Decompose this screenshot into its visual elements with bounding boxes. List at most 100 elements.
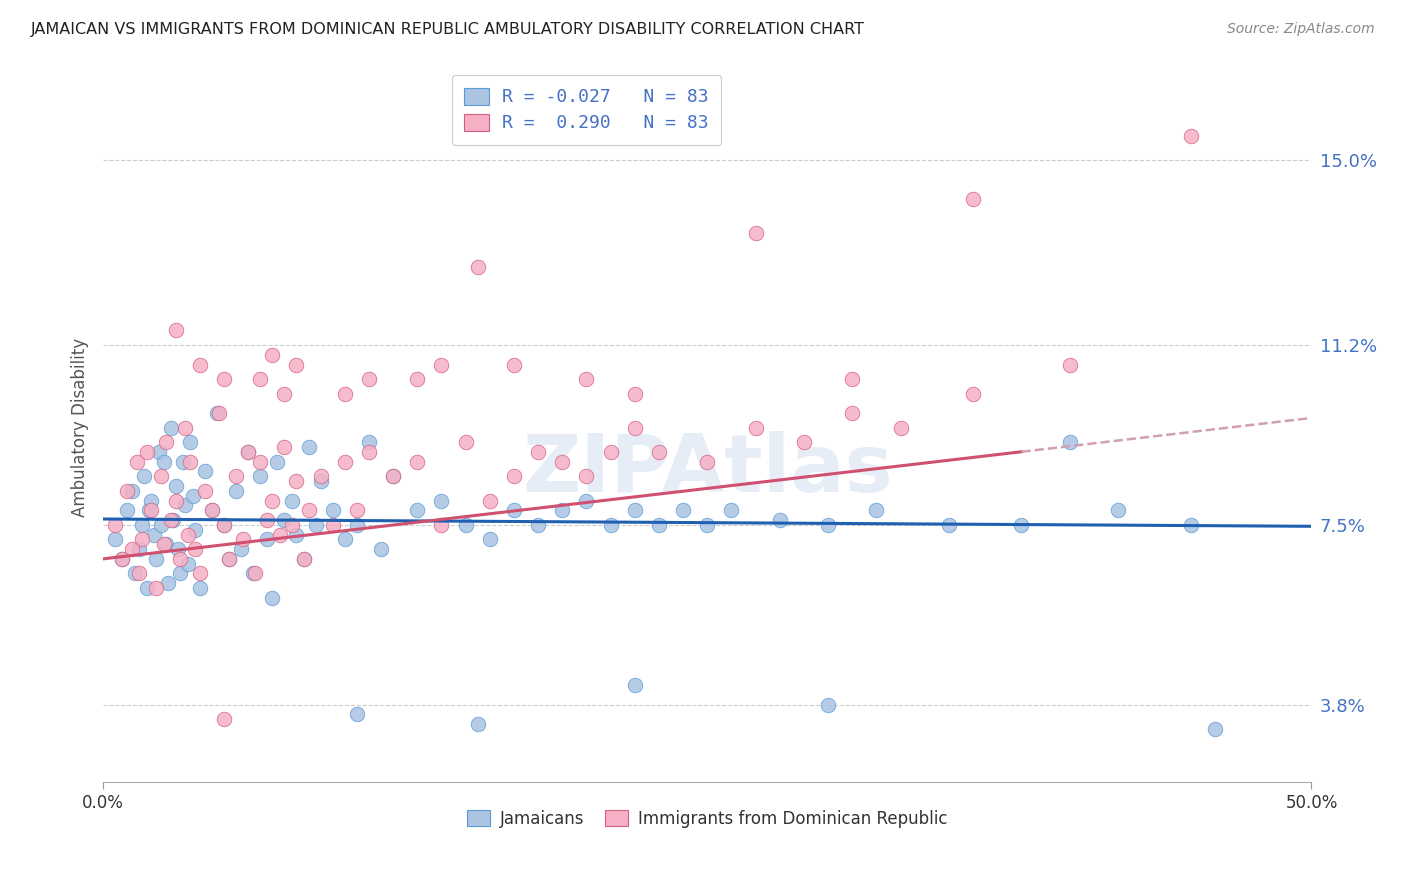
Point: [467, 260, 489, 275]
Point: [623, 503, 645, 517]
Point: [201, 503, 224, 517]
Point: [575, 469, 598, 483]
Point: [165, 479, 187, 493]
Point: [262, 348, 284, 362]
Point: [236, 445, 259, 459]
Point: [169, 552, 191, 566]
Point: [117, 483, 139, 498]
Point: [938, 517, 960, 532]
Point: [430, 358, 453, 372]
Point: [890, 420, 912, 434]
Point: [232, 533, 254, 547]
Point: [322, 517, 344, 532]
Point: [131, 533, 153, 547]
Point: [333, 455, 356, 469]
Point: [245, 566, 267, 581]
Point: [152, 537, 174, 551]
Point: [1107, 503, 1129, 517]
Point: [309, 469, 332, 483]
Point: [273, 513, 295, 527]
Point: [720, 503, 742, 517]
Point: [208, 406, 231, 420]
Point: [551, 503, 574, 517]
Point: [744, 420, 766, 434]
Point: [262, 493, 284, 508]
Point: [962, 192, 984, 206]
Point: [1180, 129, 1202, 144]
Point: [305, 517, 328, 532]
Point: [179, 455, 201, 469]
Point: [177, 527, 200, 541]
Point: [188, 358, 211, 372]
Point: [194, 483, 217, 498]
Point: [148, 445, 170, 459]
Point: [242, 566, 264, 581]
Point: [225, 469, 247, 483]
Point: [145, 552, 167, 566]
Point: [121, 542, 143, 557]
Point: [188, 581, 211, 595]
Point: [382, 469, 405, 483]
Point: [382, 469, 405, 483]
Point: [141, 503, 163, 517]
Point: [1059, 435, 1081, 450]
Point: [503, 503, 526, 517]
Point: [212, 517, 235, 532]
Point: [297, 503, 319, 517]
Point: [218, 552, 240, 566]
Point: [962, 386, 984, 401]
Point: [159, 420, 181, 434]
Point: [841, 372, 863, 386]
Point: [478, 493, 501, 508]
Point: [696, 517, 718, 532]
Text: JAMAICAN VS IMMIGRANTS FROM DOMINICAN REPUBLIC AMBULATORY DISABILITY CORRELATION: JAMAICAN VS IMMIGRANTS FROM DOMINICAN RE…: [31, 22, 865, 37]
Point: [467, 717, 489, 731]
Point: [297, 440, 319, 454]
Point: [1204, 722, 1226, 736]
Point: [138, 503, 160, 517]
Point: [696, 455, 718, 469]
Point: [174, 499, 197, 513]
Point: [165, 324, 187, 338]
Point: [225, 483, 247, 498]
Point: [648, 517, 671, 532]
Point: [249, 469, 271, 483]
Point: [179, 435, 201, 450]
Point: [793, 435, 815, 450]
Point: [1011, 517, 1033, 532]
Point: [111, 552, 134, 566]
Point: [150, 469, 173, 483]
Text: ZIPAtlas: ZIPAtlas: [522, 431, 893, 509]
Point: [273, 386, 295, 401]
Point: [1059, 358, 1081, 372]
Point: [135, 581, 157, 595]
Point: [159, 513, 181, 527]
Point: [169, 566, 191, 581]
Point: [292, 552, 315, 566]
Point: [212, 372, 235, 386]
Point: [150, 517, 173, 532]
Point: [769, 513, 792, 527]
Point: [865, 503, 887, 517]
Point: [648, 445, 671, 459]
Point: [167, 542, 190, 557]
Point: [104, 533, 127, 547]
Point: [551, 455, 574, 469]
Point: [121, 483, 143, 498]
Point: [623, 420, 645, 434]
Point: [134, 469, 156, 483]
Point: [145, 581, 167, 595]
Point: [218, 552, 240, 566]
Point: [131, 517, 153, 532]
Point: [256, 513, 278, 527]
Point: [575, 493, 598, 508]
Point: [623, 386, 645, 401]
Point: [266, 455, 288, 469]
Point: [430, 493, 453, 508]
Point: [184, 523, 207, 537]
Point: [135, 445, 157, 459]
Point: [142, 527, 165, 541]
Point: [406, 372, 429, 386]
Point: [280, 517, 302, 532]
Point: [599, 517, 621, 532]
